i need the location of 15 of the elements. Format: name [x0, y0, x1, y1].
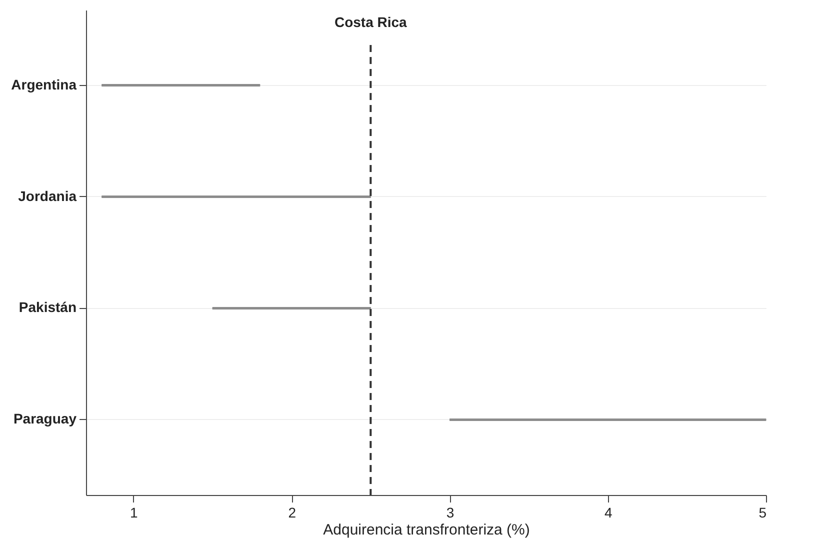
bar — [102, 196, 371, 198]
x-tick-label: 1 — [130, 504, 138, 520]
bar — [102, 84, 260, 87]
bar — [212, 306, 371, 310]
y-tick-label: Jordania — [18, 188, 77, 204]
x-tick-label: 4 — [604, 504, 612, 520]
x-tick-label: 2 — [288, 504, 296, 520]
ref-line-label: Costa Rica — [334, 14, 408, 30]
bar — [449, 418, 766, 421]
x-tick-label: 3 — [446, 504, 454, 520]
x-tick-label: 5 — [758, 504, 767, 520]
y-tick-label: Pakistán — [18, 299, 76, 316]
y-tick-label: Argentina — [11, 76, 77, 92]
x-axis-title: Adquirencia transfronteriza (%) — [323, 522, 530, 538]
y-tick-label: Paraguay — [13, 410, 77, 427]
